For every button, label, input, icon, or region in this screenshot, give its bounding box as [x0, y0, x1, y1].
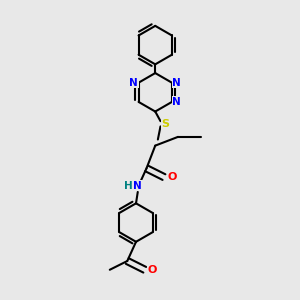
- Text: N: N: [129, 78, 138, 88]
- Text: H: H: [124, 181, 133, 191]
- Text: N: N: [172, 78, 181, 88]
- Text: N: N: [134, 181, 142, 191]
- Text: O: O: [167, 172, 176, 182]
- Text: O: O: [148, 265, 157, 275]
- Text: N: N: [172, 97, 181, 107]
- Text: S: S: [162, 119, 170, 129]
